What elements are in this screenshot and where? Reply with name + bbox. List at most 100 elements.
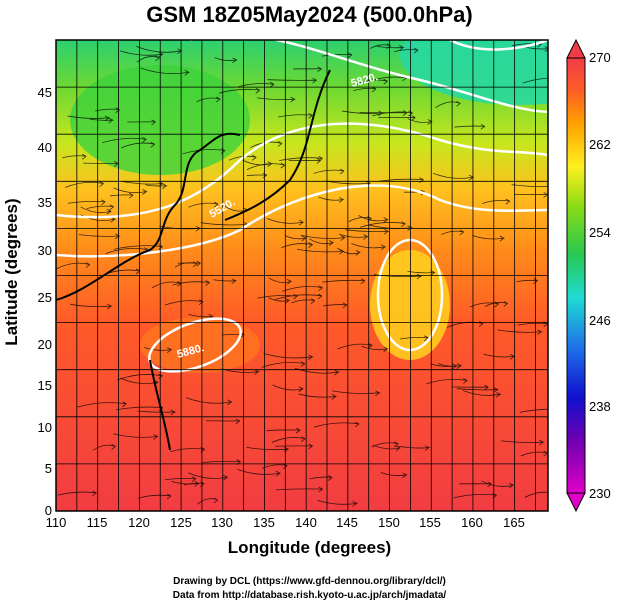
streamline	[268, 297, 291, 304]
streamline	[300, 234, 347, 241]
x-tick: 145	[336, 515, 358, 530]
streamline	[137, 409, 177, 416]
contour-label: 5820.	[350, 71, 380, 90]
x-tick: 125	[170, 515, 192, 530]
y-tick: 15	[37, 378, 52, 393]
streamline	[511, 41, 542, 48]
x-tick: 110	[45, 515, 67, 530]
streamline	[219, 87, 261, 94]
streamline	[110, 192, 134, 199]
streamline	[394, 47, 419, 54]
streamline	[361, 345, 389, 353]
y-tick: 35	[37, 195, 52, 210]
colorbar-tick: 254	[589, 225, 611, 240]
streamline	[322, 52, 353, 59]
colorbar-tick: 270	[589, 50, 611, 65]
streamline	[89, 117, 115, 124]
streamline	[257, 293, 298, 300]
streamline	[113, 244, 163, 250]
streamline	[57, 490, 97, 497]
streamline	[67, 199, 106, 206]
streamline	[345, 228, 390, 235]
x-tick: 130	[211, 515, 233, 530]
streamline	[353, 86, 377, 93]
streamline	[459, 481, 492, 488]
streamline	[426, 378, 468, 385]
streamline	[214, 57, 238, 64]
streamline	[309, 475, 333, 481]
streamline	[197, 497, 219, 505]
x-tick: 165	[503, 515, 525, 530]
credit-drawing: Drawing by DCL (https://www.gfd-dennou.o…	[173, 576, 446, 587]
streamline	[481, 480, 515, 489]
streamline	[483, 353, 516, 360]
streamline	[213, 278, 238, 285]
streamline	[144, 347, 173, 353]
streamline	[83, 161, 119, 167]
streamline	[171, 481, 200, 487]
streamline	[65, 181, 104, 188]
streamline	[188, 472, 229, 481]
streamline	[271, 436, 306, 443]
streamline	[435, 101, 461, 109]
x-tick: 140	[295, 515, 317, 530]
streamline	[484, 301, 508, 307]
streamline	[313, 421, 360, 428]
streamline	[170, 446, 205, 453]
streamline	[441, 229, 465, 236]
colorbar-tick: 262	[589, 137, 611, 152]
streamline	[398, 445, 431, 451]
streamline	[278, 112, 313, 119]
streamline	[323, 302, 348, 309]
streamline	[321, 278, 366, 285]
y-tick: 0	[44, 503, 52, 518]
streamline	[279, 156, 323, 162]
y-tick: 20	[37, 337, 52, 352]
x-tick: 155	[419, 515, 441, 530]
streamline	[285, 235, 307, 242]
streamline	[165, 476, 197, 483]
streamline	[62, 153, 87, 160]
streamline	[86, 204, 114, 211]
streamline	[519, 408, 548, 413]
streamline	[511, 184, 548, 188]
x-tick: 135	[253, 515, 275, 530]
x-tick: 150	[378, 515, 400, 530]
streamline	[293, 66, 322, 73]
streamline	[282, 285, 323, 292]
streamline	[313, 168, 345, 175]
streamline	[355, 78, 388, 86]
streamline	[185, 397, 233, 406]
streamline	[524, 491, 548, 498]
streamline	[268, 277, 293, 285]
streamline	[472, 235, 506, 242]
streamline	[351, 243, 387, 251]
streamline	[188, 201, 219, 208]
streamline	[371, 441, 399, 448]
streamline	[172, 280, 210, 286]
streamline	[309, 238, 335, 246]
streamline	[70, 303, 113, 310]
streamline	[454, 123, 486, 130]
streamline	[102, 137, 147, 144]
streamline	[205, 418, 240, 425]
streamline	[237, 468, 282, 477]
y-tick: 5	[44, 461, 52, 476]
contour-label: 5520.	[208, 196, 238, 220]
streamline	[288, 158, 322, 164]
streamline	[274, 293, 323, 300]
streamline	[453, 492, 497, 499]
streamline	[281, 242, 313, 249]
streamline	[318, 196, 345, 203]
y-tick: 30	[37, 243, 52, 258]
streamline	[113, 433, 159, 440]
map-title: GSM 18Z05May2024 (500.0hPa)	[146, 2, 473, 27]
plot-frame	[55, 39, 549, 512]
streamline	[358, 215, 389, 223]
streamline	[127, 119, 156, 126]
streamline	[76, 401, 127, 408]
streamline	[56, 262, 91, 270]
streamline	[164, 299, 204, 306]
streamline	[113, 187, 148, 195]
streamline	[121, 141, 156, 149]
